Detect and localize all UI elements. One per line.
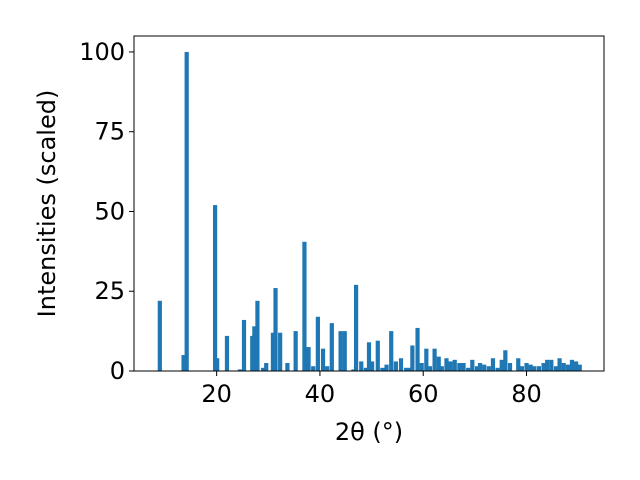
bar bbox=[507, 363, 513, 371]
bar bbox=[452, 359, 457, 371]
y-tick-label: 0 bbox=[110, 357, 125, 385]
bar bbox=[565, 364, 570, 371]
bar bbox=[366, 342, 372, 371]
bar bbox=[184, 51, 189, 371]
bar bbox=[495, 367, 500, 371]
bar bbox=[270, 332, 276, 371]
bar bbox=[359, 361, 364, 371]
bar bbox=[215, 358, 220, 371]
bar bbox=[557, 358, 562, 371]
y-tick-label: 75 bbox=[94, 118, 125, 146]
bar bbox=[439, 366, 444, 371]
bar bbox=[407, 367, 412, 371]
y-tick-label: 25 bbox=[94, 277, 125, 305]
y-tick-label: 50 bbox=[94, 197, 125, 225]
bar bbox=[342, 331, 347, 371]
bar bbox=[380, 367, 385, 371]
x-axis-ticks: 20 40 60 80 bbox=[201, 371, 542, 408]
bar bbox=[528, 364, 533, 371]
bar bbox=[419, 363, 424, 371]
bar bbox=[444, 358, 449, 371]
bar bbox=[278, 332, 283, 371]
y-tick-label: 100 bbox=[79, 38, 125, 66]
bar bbox=[490, 358, 496, 371]
x-tick-label: 60 bbox=[408, 380, 439, 408]
bar bbox=[255, 300, 260, 371]
bar bbox=[293, 331, 298, 371]
bar bbox=[477, 363, 483, 371]
bar bbox=[353, 284, 359, 371]
bar bbox=[519, 366, 524, 371]
bar bbox=[375, 340, 380, 371]
bar bbox=[461, 363, 466, 371]
bar bbox=[474, 366, 480, 371]
bar bbox=[384, 364, 389, 371]
bar bbox=[264, 363, 269, 371]
x-axis-label: 2θ (°) bbox=[335, 418, 403, 446]
plot-frame bbox=[133, 35, 605, 372]
bar bbox=[338, 331, 343, 371]
bar bbox=[553, 366, 559, 371]
bar bbox=[536, 366, 542, 371]
bar bbox=[482, 364, 487, 371]
bar bbox=[486, 366, 491, 371]
y-axis-ticks: 0 25 50 75 100 bbox=[79, 38, 134, 385]
bar bbox=[410, 345, 415, 371]
bar bbox=[273, 288, 278, 371]
bar bbox=[329, 323, 334, 371]
bar bbox=[432, 348, 437, 371]
bar bbox=[315, 316, 320, 371]
bar bbox=[224, 335, 230, 371]
bar bbox=[363, 367, 368, 371]
bar bbox=[181, 355, 186, 371]
bar bbox=[436, 356, 441, 371]
bar bbox=[499, 359, 504, 371]
bar bbox=[351, 369, 356, 371]
bar bbox=[302, 241, 307, 371]
bar bbox=[415, 327, 420, 371]
bar bbox=[252, 326, 257, 371]
bar bbox=[320, 348, 326, 371]
bar bbox=[574, 361, 579, 371]
bar bbox=[285, 363, 290, 371]
bar bbox=[157, 300, 162, 371]
y-axis-label: Intensities (scaled) bbox=[33, 90, 61, 318]
bar bbox=[541, 363, 546, 371]
bar bbox=[398, 358, 404, 371]
x-tick-label: 20 bbox=[201, 380, 232, 408]
bar bbox=[212, 205, 218, 371]
x-tick-label: 40 bbox=[305, 380, 336, 408]
bar bbox=[393, 361, 398, 371]
bar bbox=[457, 363, 462, 371]
bar bbox=[549, 359, 554, 371]
bar bbox=[389, 331, 394, 371]
bar bbox=[424, 348, 429, 371]
bar bbox=[470, 359, 475, 371]
bar bbox=[261, 367, 266, 371]
bar bbox=[404, 367, 409, 371]
bar bbox=[370, 361, 375, 371]
bar bbox=[311, 366, 316, 371]
bar bbox=[466, 367, 471, 371]
x-tick-label: 80 bbox=[511, 380, 542, 408]
bar bbox=[448, 361, 453, 371]
bar bbox=[427, 366, 433, 371]
bar bbox=[577, 364, 582, 371]
bar bbox=[569, 359, 575, 371]
bar-series bbox=[157, 51, 582, 371]
bar bbox=[532, 366, 537, 371]
bar bbox=[561, 363, 566, 371]
bar bbox=[503, 350, 508, 371]
bar bbox=[325, 366, 330, 371]
bar bbox=[306, 347, 311, 371]
bar bbox=[237, 369, 242, 371]
bar bbox=[516, 358, 521, 371]
bar bbox=[545, 359, 550, 371]
bar bbox=[241, 319, 247, 371]
bar bbox=[524, 363, 529, 371]
